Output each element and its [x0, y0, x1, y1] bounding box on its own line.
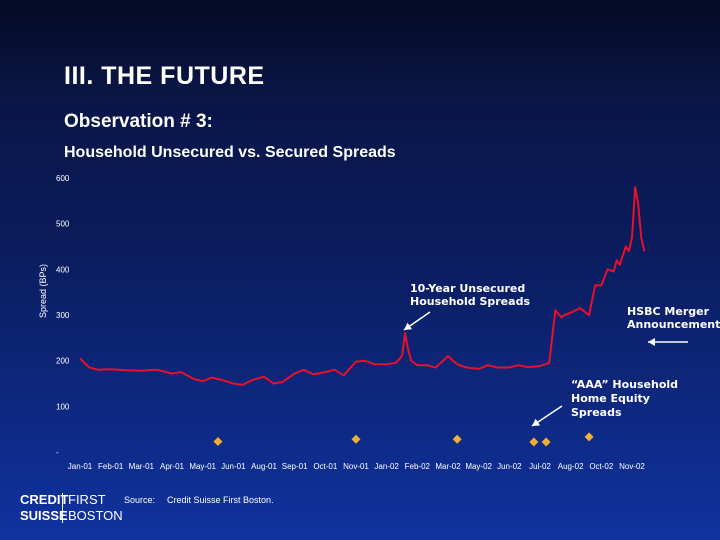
annotation-arrowhead [404, 322, 413, 330]
x-tick-label: Apr-01 [160, 462, 185, 471]
source-label: Source: [124, 495, 156, 505]
annotation-text: “AAA” Household [571, 378, 678, 391]
x-tick-label: Feb-01 [98, 462, 124, 471]
slide-title: III. THE FUTURE [64, 62, 265, 90]
y-tick-label: 500 [56, 220, 70, 229]
y-tick-label: 400 [56, 265, 70, 274]
y-tick-label: 300 [56, 311, 70, 320]
x-tick-label: Oct-02 [589, 462, 614, 471]
y-tick-label: - [56, 448, 59, 457]
annotation-arrowhead [648, 338, 655, 346]
secured-spread-point [529, 437, 539, 447]
x-tick-label: Sep-01 [282, 462, 308, 471]
logo-credit: CREDIT [20, 492, 69, 507]
unsecured-spread-line [79, 186, 646, 386]
y-tick-label: 100 [56, 402, 70, 411]
annotation-arrowhead [532, 418, 541, 426]
logo-boston: BOSTON [68, 508, 123, 523]
x-tick-label: May-02 [465, 462, 492, 471]
annotation-text: Home Equity [571, 392, 650, 405]
secured-spread-point [351, 434, 361, 444]
secured-spread-point [452, 434, 462, 444]
x-tick-label: Aug-02 [558, 462, 584, 471]
x-tick-label: Jan-01 [68, 462, 93, 471]
x-tick-label: Aug-01 [251, 462, 277, 471]
annotation-text: 10-Year Unsecured [410, 282, 525, 295]
x-tick-label: Feb-02 [405, 462, 431, 471]
source-note: Source: Credit Suisse First Boston. [124, 495, 274, 505]
x-tick-label: Jan-02 [374, 462, 399, 471]
x-axis-ticks: Jan-01 Feb-01 Mar-01 Apr-01 May-01 Jun-01 Aug-… [68, 462, 646, 471]
x-tick-label: Oct-01 [313, 462, 338, 471]
x-tick-label: Jul-02 [529, 462, 551, 471]
logo-first: FIRST [68, 492, 106, 507]
y-axis-label: Spread (BPs) [38, 264, 48, 318]
annotation-text: HSBC Merger [627, 305, 710, 318]
header-band [0, 0, 720, 104]
annotation-text: Household Spreads [410, 295, 530, 308]
x-tick-label: Nov-01 [343, 462, 369, 471]
y-axis-ticks: - 100 200 300 400 500 600 [56, 174, 70, 457]
x-tick-label: Nov-02 [619, 462, 645, 471]
x-tick-label: Mar-02 [435, 462, 461, 471]
x-tick-label: Mar-01 [129, 462, 155, 471]
observation-heading: Observation # 3: [64, 111, 213, 132]
y-tick-label: 600 [56, 174, 70, 183]
source-value: Credit Suisse First Boston. [167, 495, 274, 505]
logo-divider [62, 493, 63, 523]
x-tick-label: May-01 [189, 462, 216, 471]
logo-suisse: SUISSE [20, 508, 68, 523]
chart-title: Household Unsecured vs. Secured Spreads [64, 144, 396, 161]
secured-spread-points [213, 432, 594, 447]
x-tick-label: Jun-02 [497, 462, 522, 471]
secured-spread-point [584, 432, 594, 442]
y-tick-label: 200 [56, 357, 70, 366]
secured-spread-point [213, 436, 223, 446]
secured-spread-point [541, 437, 551, 447]
x-tick-label: Jun-01 [221, 462, 246, 471]
annotation-text: Spreads [571, 406, 622, 419]
annotation-text: Announcement [627, 318, 720, 331]
